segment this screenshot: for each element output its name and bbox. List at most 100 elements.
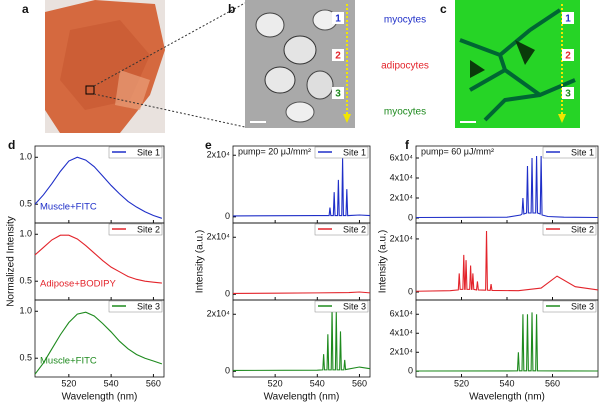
x-axis-label: Wavelength (nm)	[264, 392, 340, 403]
panel-label: f	[405, 138, 410, 152]
x-axis-label: Wavelength (nm)	[62, 392, 138, 403]
site-marker-box	[332, 87, 344, 99]
x-axis-label: Wavelength (nm)	[469, 392, 545, 403]
site-marker-box	[332, 49, 344, 61]
legend-box	[108, 223, 163, 236]
site-marker: 1	[335, 14, 341, 25]
plot-frame	[232, 299, 371, 378]
y-tick-label: 1.0	[19, 306, 32, 316]
legend-label: Site 3	[343, 301, 366, 311]
site-marker-box	[562, 87, 574, 99]
x-tick-label: 560	[146, 378, 161, 388]
legend-label: Site 2	[571, 224, 594, 234]
series-line	[232, 308, 371, 371]
cell-label: myocytes	[384, 15, 426, 26]
x-tick-label: 540	[499, 378, 514, 388]
site-marker: 3	[565, 89, 571, 100]
series-line	[415, 230, 599, 292]
x-tick-label: 520	[454, 378, 469, 388]
site-marker-box	[332, 12, 344, 24]
brightfield-image	[245, 0, 355, 128]
y-tick-label: 0	[408, 212, 413, 222]
site-marker-box	[562, 12, 574, 24]
legend-box	[314, 300, 369, 313]
y-tick-label: 6x10⁴	[390, 309, 414, 319]
series-line	[415, 155, 599, 219]
annotation: Muscle+FITC	[40, 202, 97, 213]
plot-frame	[34, 299, 165, 378]
legend-label: Site 1	[343, 147, 366, 157]
cell-label: adipocytes	[381, 61, 429, 72]
site-marker: 3	[335, 89, 341, 100]
legend-label: Site 3	[137, 301, 160, 311]
y-tick-label: 4x10⁴	[390, 328, 414, 338]
fluorescence-image	[455, 0, 580, 128]
series-line	[34, 234, 162, 284]
y-axis-label: Intensity (a.u.)	[195, 230, 206, 293]
y-axis-label: Normalized Intensity	[6, 216, 17, 307]
y-tick-label: 2x10⁴	[390, 347, 414, 357]
legend-box	[542, 223, 597, 236]
legend-box	[314, 146, 369, 159]
legend-label: Site 1	[571, 147, 594, 157]
x-tick-label: 560	[545, 378, 560, 388]
y-tick-label: 0.5	[19, 353, 32, 363]
legend-box	[314, 223, 369, 236]
annotation: pump= 20 μJ/mm²	[238, 146, 311, 156]
x-tick-label: 520	[61, 378, 76, 388]
cell-label: myocytes	[384, 107, 426, 118]
y-tick-label: 2x10⁴	[207, 309, 231, 319]
series-line	[34, 156, 163, 219]
legend-box	[542, 146, 597, 159]
subplot: 0.5 1.0 520 540 560 Wavelength (nm) Site 3 Musc…	[19, 299, 165, 403]
y-tick-label: 0	[225, 211, 230, 221]
x-tick-label: 540	[104, 378, 119, 388]
x-tick-label: 540	[310, 378, 325, 388]
y-tick-label: 0	[408, 286, 413, 296]
legend-box	[108, 300, 163, 313]
series-line	[232, 158, 371, 217]
panel-label: d	[8, 138, 15, 152]
y-tick-label: 0.5	[19, 199, 32, 209]
subplot: 0 2x10⁴ 520 540 560 Wavelength (nm) Site 3	[207, 299, 371, 403]
panel-label: a	[22, 2, 29, 16]
panel-label: e	[205, 138, 212, 152]
subplot: 0 2x10⁴ 4x10⁴ 6x10⁴ Site 1 pump= 60 μJ/mm²	[390, 145, 599, 224]
legend-box	[542, 300, 597, 313]
y-tick-label: 6x10⁴	[390, 152, 414, 162]
legend-label: Site 2	[137, 224, 160, 234]
series-line	[415, 312, 599, 372]
subplot: 0 2x10⁴ Site 1 pump= 20 μJ/mm²	[207, 145, 371, 224]
y-tick-label: 1.0	[19, 229, 32, 239]
legend-label: Site 2	[343, 224, 366, 234]
site-marker-box	[562, 49, 574, 61]
y-tick-label: 0.5	[19, 276, 32, 286]
site-marker: 1	[565, 14, 571, 25]
annotation: Adipose+BODIPY	[40, 279, 116, 290]
panel-label: b	[228, 2, 235, 16]
y-tick-label: 2x10⁴	[207, 232, 231, 242]
y-tick-label: 4x10⁴	[390, 172, 414, 182]
y-tick-label: 0	[225, 366, 230, 376]
x-tick-label: 520	[268, 378, 283, 388]
series-line	[232, 291, 371, 294]
y-tick-label: 0	[225, 289, 230, 299]
y-axis-label: Intensity (a.u.)	[378, 230, 389, 293]
site-marker: 2	[565, 51, 571, 62]
site-marker: 2	[335, 51, 341, 62]
legend-label: Site 3	[571, 301, 594, 311]
panel-label: c	[440, 2, 447, 16]
subplot: 0.5 1.0 Site 1 Muscle+FITC	[19, 145, 165, 224]
y-tick-label: 2x10⁴	[390, 233, 414, 243]
annotation: Muscle+FITC	[40, 356, 97, 367]
legend-label: Site 1	[137, 147, 160, 157]
tissue-photo	[45, 0, 246, 133]
series-line	[34, 311, 163, 375]
y-tick-label: 2x10⁴	[390, 192, 414, 202]
y-tick-label: 0	[408, 366, 413, 376]
y-tick-label: 1.0	[19, 152, 32, 162]
